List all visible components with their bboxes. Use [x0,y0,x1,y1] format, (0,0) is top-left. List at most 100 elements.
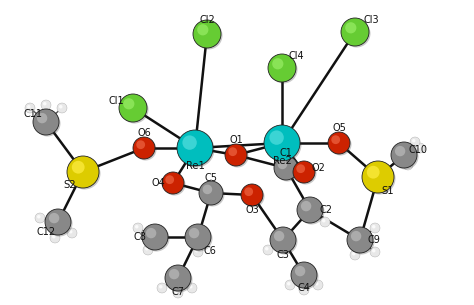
Circle shape [301,287,304,290]
Circle shape [348,228,374,254]
Circle shape [69,230,73,234]
Circle shape [187,283,197,293]
Circle shape [345,22,356,34]
Circle shape [241,184,263,206]
Text: C7: C7 [172,287,184,297]
Circle shape [135,225,138,228]
Circle shape [263,245,273,255]
Text: Re1: Re1 [185,161,204,171]
Circle shape [142,224,168,250]
Circle shape [270,56,298,84]
Circle shape [243,185,264,207]
Circle shape [264,125,300,161]
Circle shape [274,156,298,180]
Circle shape [293,161,315,183]
Circle shape [294,163,317,185]
Circle shape [159,285,163,289]
Circle shape [50,233,60,243]
Circle shape [278,160,287,169]
Text: C1: C1 [280,148,292,158]
Text: C2: C2 [319,205,332,215]
Circle shape [403,160,413,170]
Circle shape [145,247,148,250]
Circle shape [179,131,215,167]
Text: C8: C8 [134,232,146,242]
Circle shape [370,247,380,257]
Circle shape [301,201,311,211]
Circle shape [370,223,380,233]
Circle shape [41,100,51,110]
Circle shape [291,262,317,288]
Circle shape [186,225,212,252]
Circle shape [315,282,319,285]
Text: C12: C12 [36,227,55,237]
Text: S2: S2 [64,180,76,190]
Circle shape [189,228,199,238]
Circle shape [410,137,420,147]
Text: Cl2: Cl2 [199,15,215,25]
Circle shape [347,227,373,253]
Circle shape [274,231,284,241]
Circle shape [372,249,375,253]
Circle shape [244,187,253,196]
Circle shape [133,223,143,233]
Circle shape [119,94,147,122]
Circle shape [285,280,295,290]
Circle shape [202,185,212,194]
Circle shape [287,282,291,285]
Circle shape [173,288,183,298]
Circle shape [182,135,197,150]
Circle shape [165,175,174,184]
Circle shape [72,161,84,174]
Circle shape [175,290,179,293]
Circle shape [270,227,296,253]
Circle shape [395,146,405,156]
Circle shape [199,181,223,205]
Circle shape [272,228,298,254]
Circle shape [162,172,184,194]
Circle shape [193,20,221,48]
Circle shape [144,225,170,252]
Circle shape [67,228,77,238]
Circle shape [120,95,148,124]
Circle shape [69,157,100,189]
Circle shape [313,280,323,290]
Circle shape [27,105,30,109]
Text: C4: C4 [298,283,310,293]
Circle shape [35,110,61,137]
Text: O1: O1 [229,135,243,145]
Circle shape [146,228,156,238]
Circle shape [351,231,361,241]
Circle shape [415,143,425,153]
Circle shape [195,249,199,253]
Circle shape [343,20,371,48]
Circle shape [59,105,63,109]
Text: C6: C6 [203,246,217,256]
Circle shape [328,132,350,154]
Circle shape [169,269,179,279]
Text: Cl4: Cl4 [288,51,304,61]
Circle shape [296,164,305,173]
Circle shape [227,145,248,167]
Circle shape [123,98,135,109]
Text: Re2: Re2 [273,156,292,166]
Circle shape [228,147,237,156]
Circle shape [331,135,340,144]
Text: O2: O2 [311,163,325,173]
Circle shape [43,102,46,106]
Circle shape [185,224,211,250]
Circle shape [37,215,40,218]
Circle shape [364,163,395,195]
Circle shape [189,285,192,289]
Circle shape [341,18,369,46]
Circle shape [165,265,191,291]
Circle shape [299,285,309,295]
Circle shape [33,109,59,135]
Circle shape [225,144,247,166]
Circle shape [299,199,325,224]
Circle shape [329,134,352,156]
Text: C11: C11 [24,109,43,119]
Circle shape [25,103,35,113]
Text: Cl3: Cl3 [363,15,379,25]
Circle shape [295,266,305,276]
